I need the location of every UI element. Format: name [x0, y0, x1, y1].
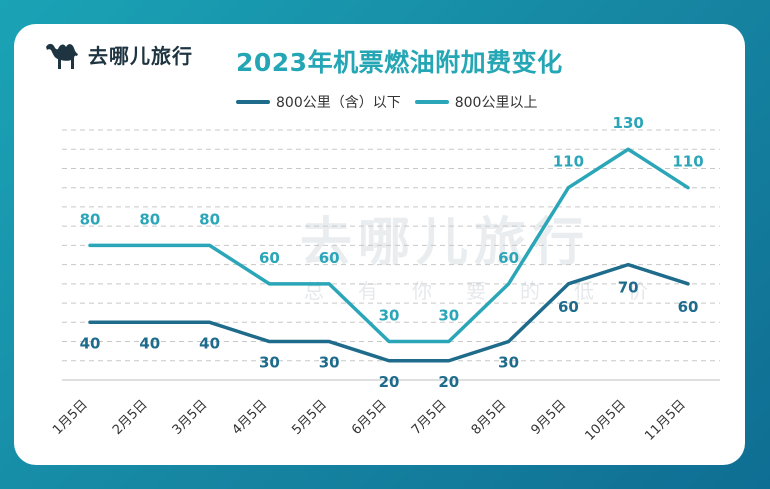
legend-label-series2: 800公里以上: [454, 95, 538, 111]
data-label: 30: [319, 354, 340, 372]
data-label: 60: [259, 249, 280, 267]
data-label: 20: [379, 373, 400, 391]
brand-name: 去哪儿旅行: [88, 43, 193, 68]
legend-item-series1: 800公里（含）以下: [236, 92, 401, 112]
legend-swatch-series2: [414, 100, 449, 104]
data-label: 60: [498, 249, 519, 267]
chart-legend: 800公里（含）以下 800公里以上: [236, 92, 551, 112]
x-tick-label: 1月5日: [50, 397, 91, 438]
data-label: 40: [199, 334, 220, 352]
legend-item-series2: 800公里以上: [414, 92, 538, 112]
data-label: 80: [139, 210, 160, 228]
data-label: 60: [678, 298, 699, 316]
series-line-2: [88, 147, 690, 344]
data-label: 80: [199, 210, 220, 228]
data-label: 30: [259, 354, 280, 372]
data-label: 30: [498, 354, 519, 372]
x-tick-label: 4月5日: [230, 397, 271, 438]
legend-swatch-series1: [236, 100, 270, 104]
camel-icon: [46, 43, 78, 69]
x-tick-label: 8月5日: [469, 397, 510, 438]
x-tick-label: 9月5日: [529, 397, 570, 438]
data-label: 80: [80, 210, 101, 228]
x-tick-label: 11月5日: [642, 397, 689, 444]
chart-lines: [88, 147, 690, 363]
data-label: 60: [558, 298, 579, 316]
x-tick-label: 7月5日: [409, 397, 450, 438]
x-tick-label: 6月5日: [349, 397, 390, 438]
x-tick-label: 10月5日: [582, 397, 629, 444]
data-label: 30: [379, 307, 400, 325]
data-label: 70: [618, 279, 639, 297]
x-tick-label: 2月5日: [110, 397, 151, 438]
series-line-1: [88, 262, 690, 363]
data-label: 60: [319, 249, 340, 267]
data-label: 20: [438, 373, 459, 391]
x-tick-label: 5月5日: [289, 397, 330, 438]
x-tick-label: 3月5日: [170, 397, 211, 438]
brand-logo: 去哪儿旅行: [42, 36, 193, 72]
data-label: 110: [553, 153, 584, 171]
data-label: 40: [139, 334, 160, 352]
legend-label-series1: 800公里（含）以下: [276, 95, 401, 111]
data-label: 130: [613, 114, 644, 132]
chart-data-labels: 40 40 40 30 30 20 20 30 60 70 60 80 80 80 60 60 30 30 60 11…: [80, 114, 704, 391]
data-label: 110: [672, 153, 703, 171]
data-label: 30: [438, 307, 459, 325]
chart-x-axis: 1月5日 2月5日 3月5日 4月5日 5月5日 6月5日 7月5日 8月5日 9月5日 10月5…: [50, 397, 689, 444]
data-label: 40: [80, 334, 101, 352]
chart-title: 2023年机票燃油附加费变化: [236, 48, 563, 77]
